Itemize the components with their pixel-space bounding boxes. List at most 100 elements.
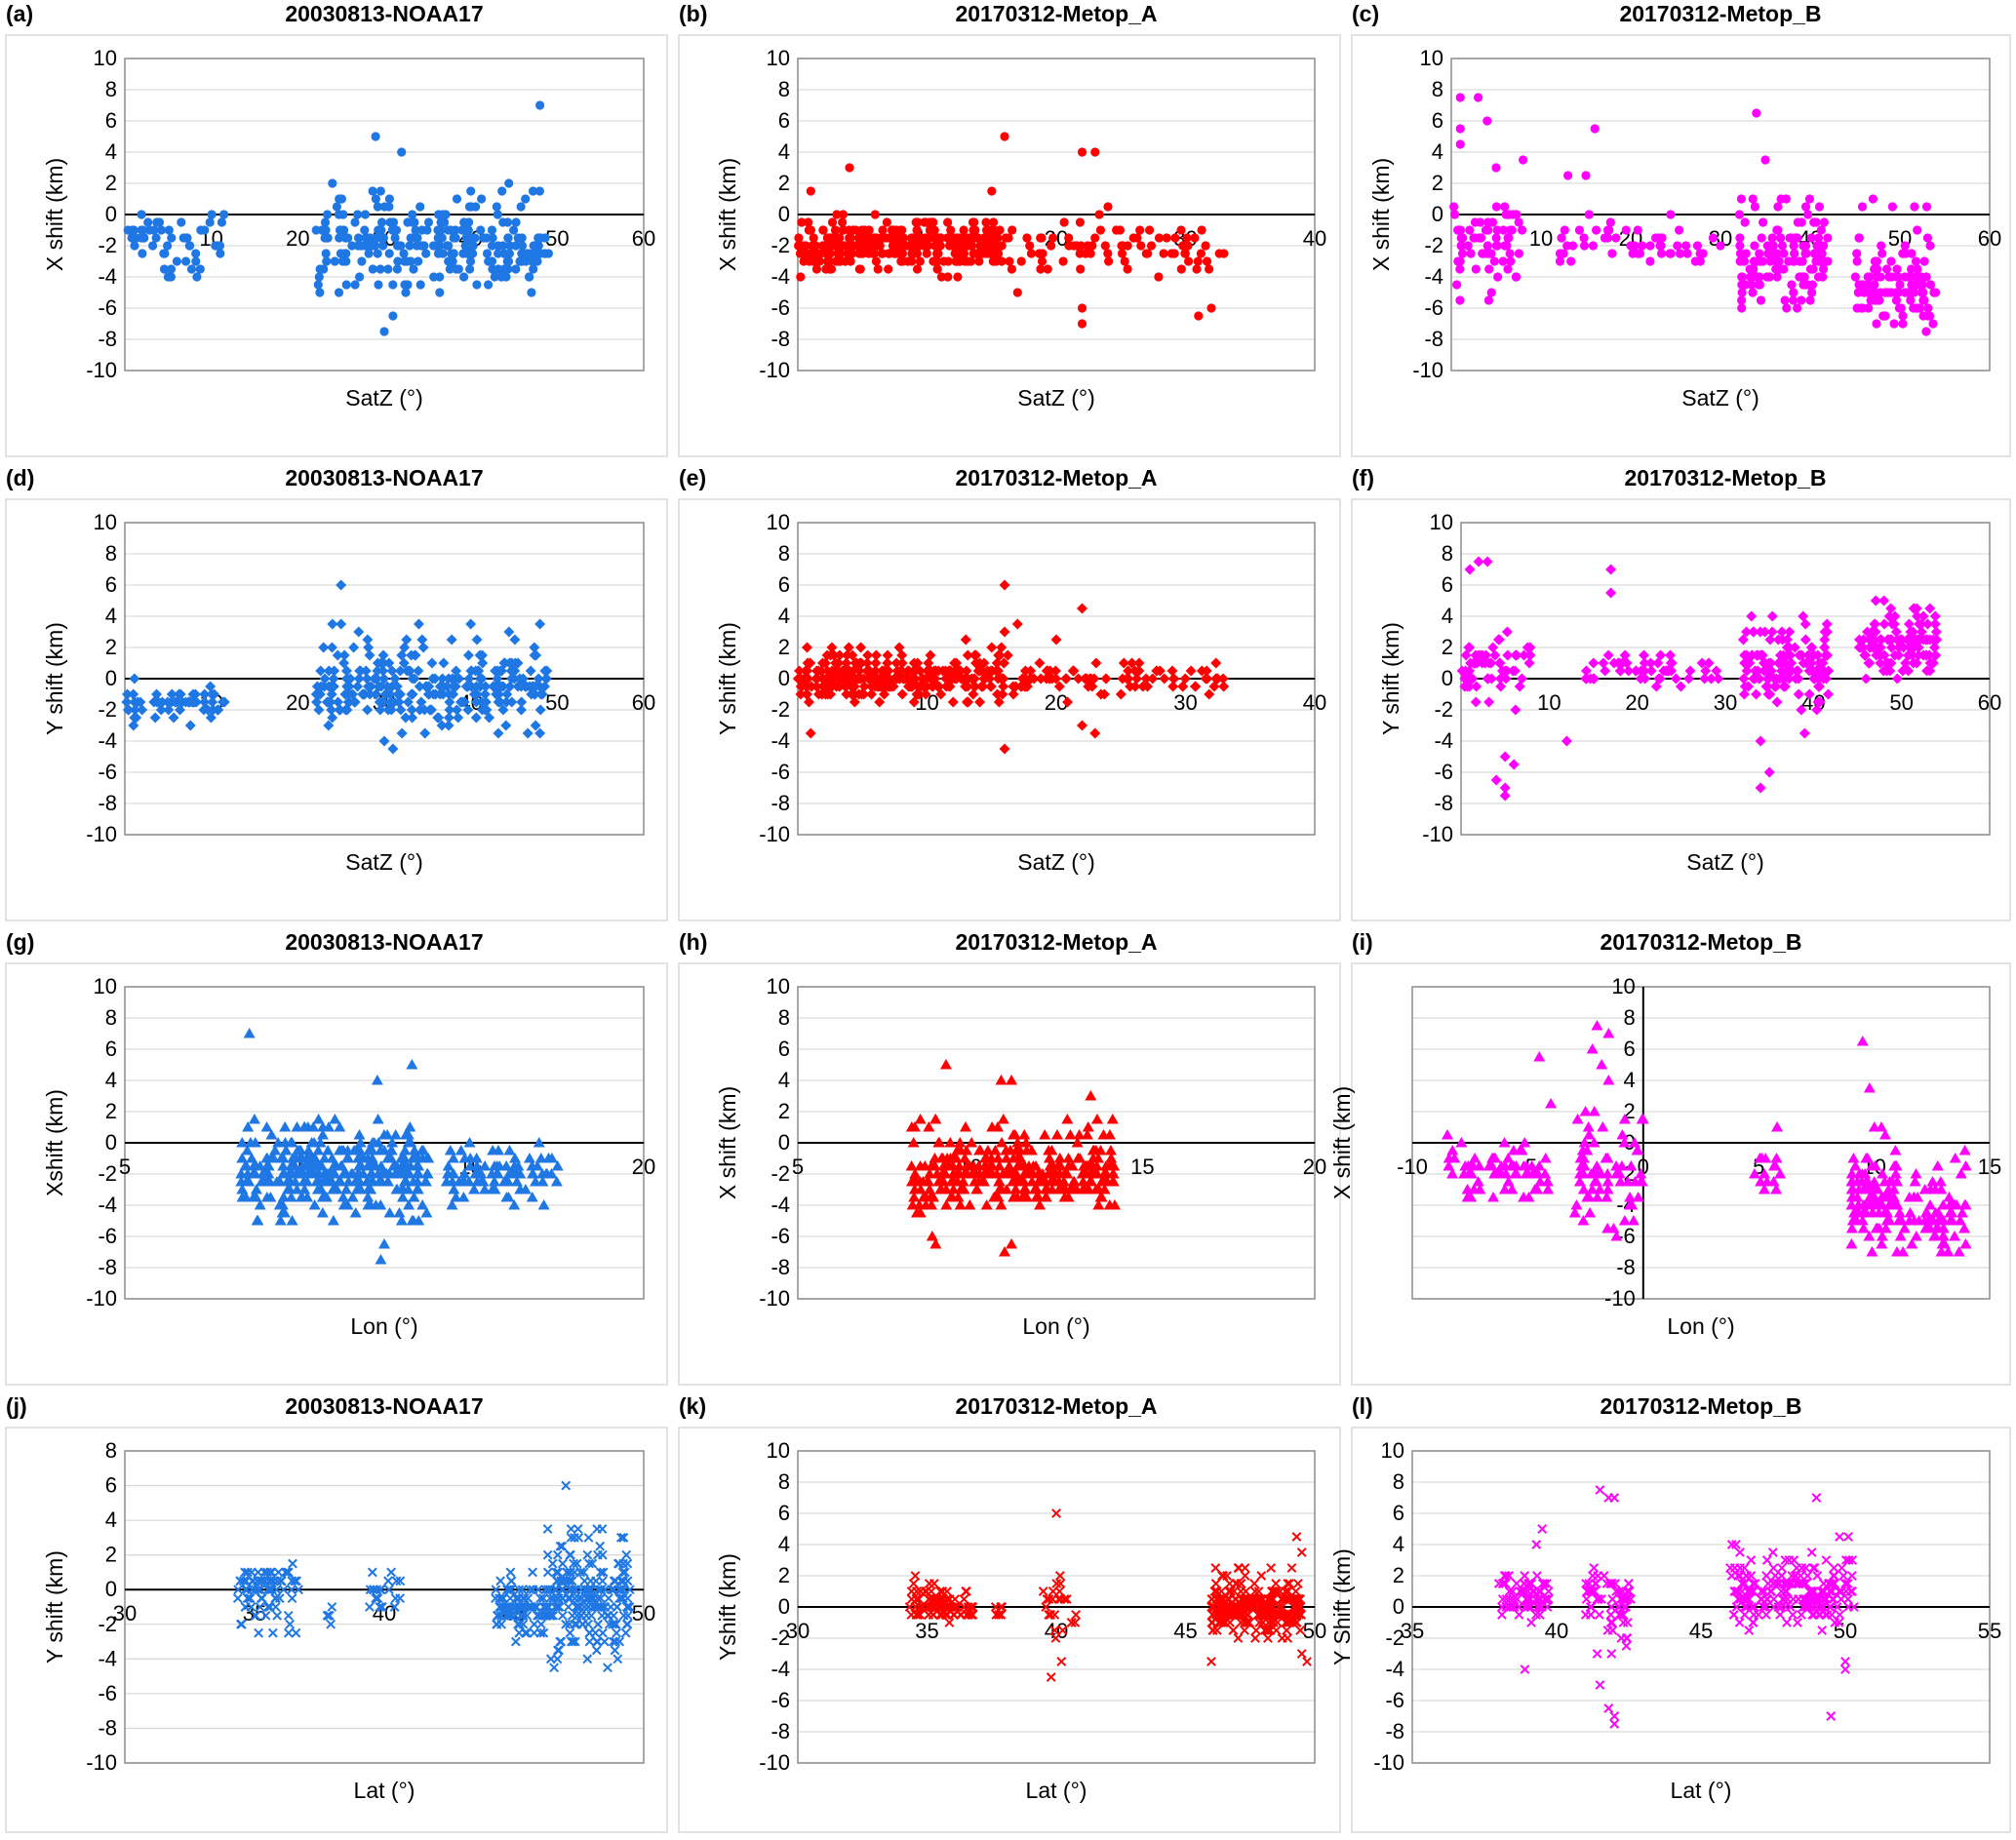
data-point: [420, 1207, 433, 1218]
data-point: [1516, 1145, 1528, 1155]
data-point: [1168, 673, 1180, 685]
data-point: [184, 720, 196, 731]
data-point: [151, 233, 161, 243]
data-point: [1866, 1246, 1878, 1257]
data-point: [1302, 1657, 1312, 1666]
data-point: [941, 1153, 954, 1163]
data-point: [341, 1145, 354, 1155]
data-point: [416, 1199, 429, 1210]
data-point: [189, 688, 201, 700]
data-point: [1090, 1114, 1103, 1124]
data-point: [958, 1184, 970, 1194]
data-point: [1192, 264, 1202, 274]
data-point: [312, 1114, 325, 1124]
data-point: [517, 673, 529, 685]
data-point: [799, 241, 809, 251]
chart-svg: -10-8-6-4-202468105101520(g)20030813-NOA…: [5, 929, 668, 1386]
panel-label: (b): [679, 1, 707, 26]
y-tick-label: 8: [778, 1005, 790, 1030]
data-point: [370, 241, 380, 251]
y-tick-label: 10: [1430, 510, 1453, 534]
data-point: [1816, 241, 1826, 251]
data-point: [1455, 139, 1465, 149]
data-point: [528, 1567, 537, 1578]
data-point: [392, 264, 402, 274]
data-point: [1044, 673, 1055, 685]
y-tick-label: -4: [98, 1646, 117, 1670]
data-point: [1929, 618, 1941, 630]
data-point: [364, 249, 374, 258]
data-point: [592, 1636, 603, 1647]
data-point: [857, 225, 867, 235]
data-point: [1770, 1153, 1783, 1163]
data-point: [1864, 657, 1876, 669]
data-point: [398, 1176, 411, 1187]
data-point: [1905, 626, 1917, 638]
y-tick-label: 6: [1393, 1501, 1404, 1525]
data-point: [400, 280, 410, 290]
data-point: [494, 241, 503, 251]
data-point: [516, 1602, 527, 1612]
data-point: [1502, 1153, 1515, 1163]
data-point: [482, 249, 493, 258]
data-point: [1047, 241, 1056, 251]
data-point: [506, 1576, 517, 1586]
x-tick-label: 60: [1978, 226, 2001, 251]
data-point: [514, 1585, 525, 1595]
data-point: [341, 704, 353, 716]
data-point: [395, 1593, 406, 1604]
data-point: [1752, 108, 1761, 118]
data-point: [389, 1129, 402, 1140]
data-point: [993, 1176, 1006, 1187]
data-point: [1254, 1594, 1265, 1604]
data-point: [608, 1619, 617, 1629]
data-point: [1268, 1586, 1279, 1596]
data-point: [1222, 1571, 1232, 1581]
data-point: [1581, 1594, 1592, 1604]
y-tick-label: -6: [98, 1224, 117, 1248]
data-point: [1580, 665, 1592, 677]
data-point: [937, 1586, 948, 1596]
data-point: [1956, 1207, 1968, 1218]
data-point: [1081, 1129, 1093, 1140]
data-point: [1601, 1153, 1614, 1163]
data-point: [1094, 210, 1104, 219]
data-point: [1511, 272, 1521, 282]
series-points: [905, 1059, 1121, 1257]
data-point: [1497, 1579, 1508, 1588]
data-point: [946, 1192, 959, 1202]
data-point: [1740, 280, 1750, 290]
data-point: [1034, 657, 1046, 669]
data-point: [1162, 233, 1171, 243]
data-point: [403, 665, 415, 677]
data-point: [1919, 295, 1929, 305]
y-tick-label: -8: [771, 791, 790, 815]
data-point: [570, 1532, 579, 1543]
data-point: [974, 256, 984, 266]
data-point: [1906, 295, 1916, 305]
data-point: [479, 1160, 492, 1171]
data-point: [1075, 249, 1085, 258]
data-point: [1016, 681, 1028, 692]
data-point: [1482, 556, 1493, 568]
data-point: [1893, 1207, 1906, 1218]
data-point: [1924, 1215, 1937, 1226]
data-point: [378, 241, 388, 251]
y-tick-label: -10: [1604, 1286, 1636, 1311]
data-point: [1959, 1238, 1972, 1249]
data-point: [1020, 1192, 1033, 1202]
data-point: [207, 696, 218, 708]
data-point: [329, 1114, 341, 1124]
data-point: [248, 1114, 260, 1124]
data-point: [810, 249, 820, 258]
data-point: [198, 704, 210, 716]
y-tick-label: 10: [94, 974, 117, 998]
y-tick-label: -2: [771, 697, 790, 722]
data-point: [1917, 280, 1927, 290]
data-point: [1277, 1602, 1287, 1612]
data-point: [415, 696, 427, 708]
data-point: [1026, 1176, 1039, 1187]
chart-panel-a: -10-8-6-4-20246810102030405060(a)2003081…: [0, 0, 673, 464]
data-point: [396, 1184, 409, 1194]
data-point: [593, 1585, 603, 1595]
